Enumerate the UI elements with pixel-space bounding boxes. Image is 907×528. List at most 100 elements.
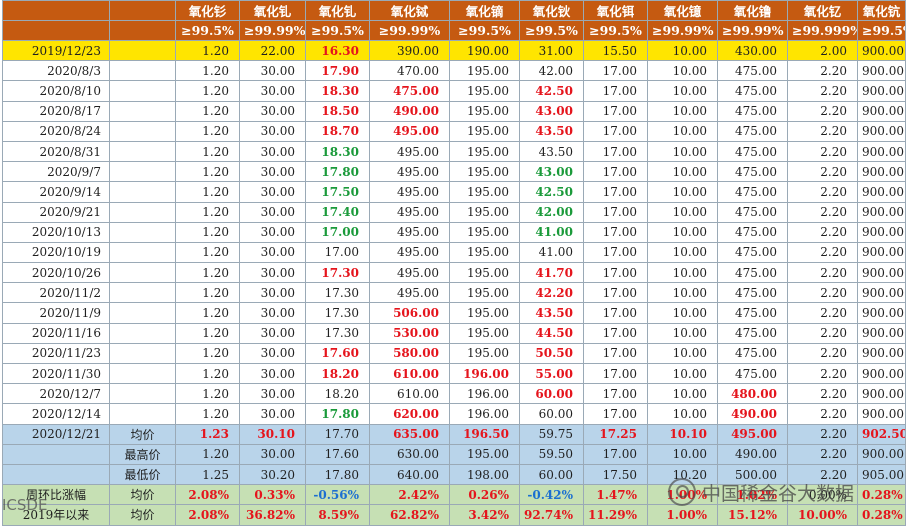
row-label [109,342,176,365]
price-cell: 196.00 [449,362,520,385]
price-cell: 900.00 [857,60,906,82]
price-cell: 55.00 [519,362,584,385]
row-label [109,80,176,102]
price-cell: 10.00% [787,504,858,526]
price-cell: 59.75 [519,423,584,445]
price-cell: 2.20 [787,463,858,486]
price-cell: 2.20 [787,80,858,102]
price-cell: 475.00 [717,302,788,324]
price-cell: 30.00 [239,282,306,304]
price-cell: 17.25 [583,423,648,445]
price-cell: 17.80 [305,463,370,486]
price-cell: 2.20 [787,342,858,365]
row-label [109,262,176,284]
price-cell: 2.20 [787,423,858,445]
price-cell: 900.00 [857,140,906,163]
price-cell: 42.00 [519,60,584,82]
price-cell: 1.25 [175,463,240,486]
row-date: 2019年以来 [2,504,110,526]
price-cell: 42.00 [519,201,584,223]
row-date: 2020/11/30 [2,362,110,385]
price-cell: 43.50 [519,120,584,142]
price-cell: 900.00 [857,100,906,122]
row-date: 2020/9/14 [2,181,110,203]
price-cell: 475.00 [717,221,788,243]
price-cell: 30.00 [239,362,306,385]
price-cell: 1.20 [175,322,240,344]
price-cell: 900.00 [857,362,906,385]
table-row: 2020/12/7 1.20 30.00 18.20 610.00 196.00 60.00… [2,383,906,405]
price-cell: 17.00 [583,181,648,203]
price-cell: 900.00 [857,80,906,102]
price-cell: 18.50 [305,100,370,122]
column-header-purity: ≥99.99% [369,20,450,41]
price-cell: 10.10 [647,423,718,445]
price-cell: 475.00 [717,342,788,365]
price-cell: 2.20 [787,403,858,425]
price-cell: 30.00 [239,60,306,82]
row-label: 均价 [109,423,176,445]
column-header-name: 氧化钐 [175,0,240,21]
price-cell: 2.20 [787,161,858,183]
price-cell: 59.50 [519,443,584,465]
column-header-purity: ≥99.5% [519,20,584,41]
row-label [109,161,176,183]
price-cell: 495.00 [369,282,450,304]
header-corner-2 [109,20,176,41]
row-date: 2020/9/7 [2,161,110,183]
price-cell: 18.20 [305,362,370,385]
price-cell: 30.00 [239,80,306,102]
price-cell: 2.20 [787,262,858,284]
price-cell: 17.30 [305,282,370,304]
price-cell: 8.59% [305,504,370,526]
price-cell: 490.00 [717,443,788,465]
price-cell: 41.00 [519,241,584,264]
row-label [109,302,176,324]
price-cell: 43.00 [519,100,584,122]
price-cell: 1.20 [175,443,240,465]
price-cell: 16.30 [305,39,370,62]
price-cell: 506.00 [369,302,450,324]
price-cell: 495.00 [717,423,788,445]
price-cell: 17.30 [305,302,370,324]
price-cell: 17.60 [305,342,370,365]
table-row: 2020/11/23 1.20 30.00 17.60 580.00 195.00 50.5… [2,342,906,365]
row-label [109,241,176,264]
price-cell: 2.20 [787,201,858,223]
table-row: 2020/11/16 1.20 30.00 17.30 530.00 195.00 44.5… [2,322,906,344]
price-cell: 10.00 [647,140,718,163]
price-cell: 17.00 [583,221,648,243]
row-label [109,383,176,405]
price-cell: 900.00 [857,161,906,183]
price-cell: 495.00 [369,221,450,243]
header-corner [2,0,110,21]
column-header-purity: ≥99.999% [787,20,858,41]
row-date [2,463,110,486]
price-cell: 475.00 [717,362,788,385]
price-cell: 900.00 [857,221,906,243]
price-cell: 17.00 [583,161,648,183]
price-cell: 10.00 [647,241,718,264]
price-cell: 30.00 [239,140,306,163]
price-cell: 2.20 [787,282,858,304]
table-row: 2020/11/30 1.20 30.00 18.20 610.00 196.00 55.0… [2,362,906,385]
price-cell: 195.00 [449,262,520,284]
price-cell: 17.00 [583,383,648,405]
price-cell: 2.08% [175,504,240,526]
price-cell: 10.00 [647,120,718,142]
price-cell: 475.00 [717,140,788,163]
row-date: 2020/12/14 [2,403,110,425]
price-cell: 30.00 [239,100,306,122]
price-cell: 195.00 [449,322,520,344]
price-cell: 18.30 [305,80,370,102]
price-cell: 198.00 [449,463,520,486]
price-cell: 195.00 [449,302,520,324]
price-cell: 3.42% [449,504,520,526]
price-cell: 31.00 [519,39,584,62]
price-cell: 1.23 [175,423,240,445]
row-date: 2020/10/19 [2,241,110,264]
column-header-name: 氧化钪 [857,0,906,21]
price-cell: 475.00 [717,80,788,102]
table-row: 2020/8/17 1.20 30.00 18.50 490.00 195.00 43.00… [2,100,906,122]
